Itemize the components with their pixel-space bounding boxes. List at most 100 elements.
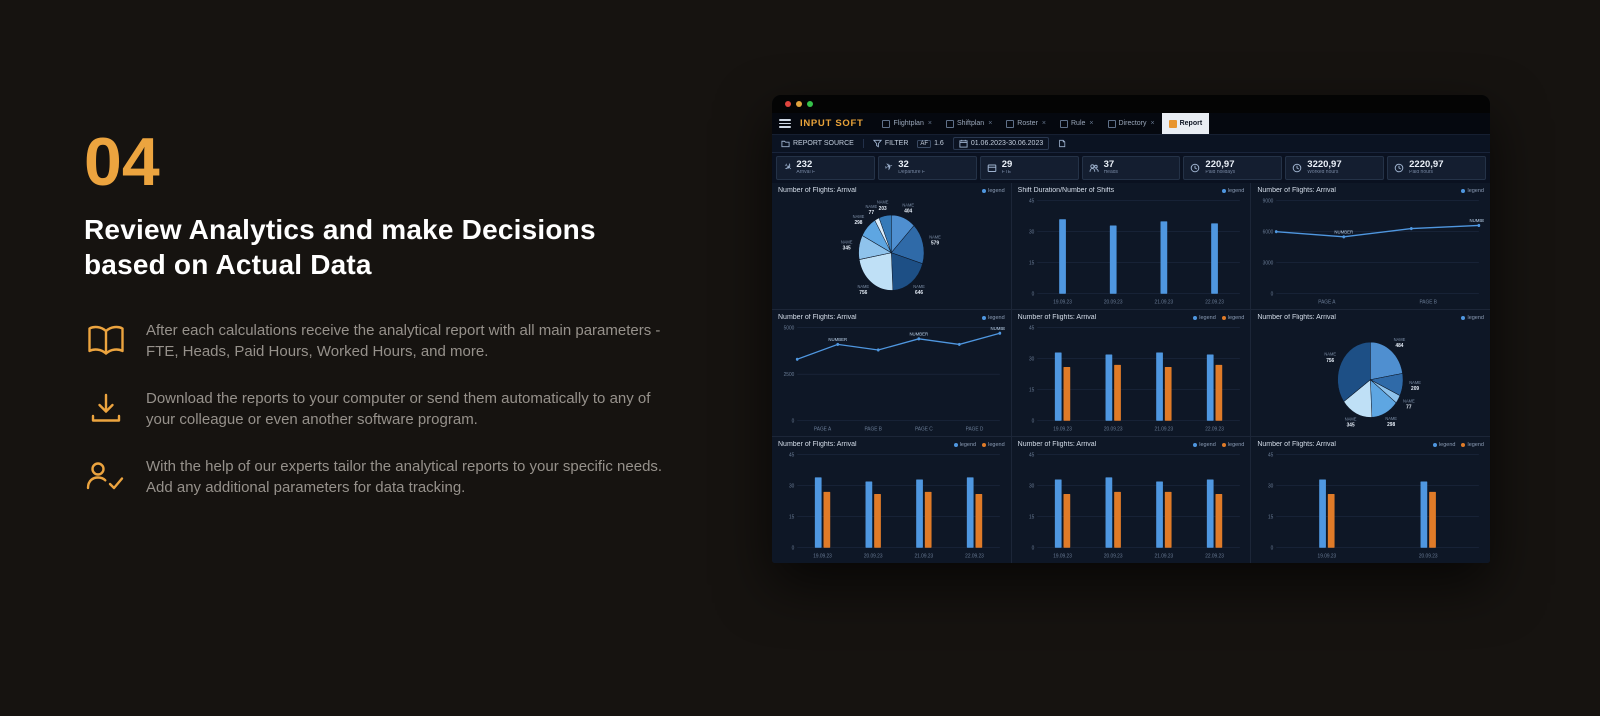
tab-flightplan[interactable]: Flightplan × <box>875 113 938 134</box>
legend-item[interactable]: legend <box>953 441 977 448</box>
svg-text:0: 0 <box>1031 418 1034 424</box>
chart-panel: Number of Flights: Arrival legend 0 2500 500… <box>772 310 1011 436</box>
af-value: 1.6 <box>934 140 944 147</box>
book-icon <box>84 320 128 358</box>
svg-text:PAGE B: PAGE B <box>1420 299 1438 305</box>
minimize-window-button[interactable] <box>796 101 802 107</box>
people-icon <box>1089 164 1099 172</box>
kpi-value: 3220,97 <box>1307 159 1342 171</box>
svg-text:30: 30 <box>1029 483 1034 489</box>
document-icon <box>1059 139 1066 148</box>
clock-icon <box>1394 163 1404 173</box>
chart-title: Shift Duration/Number of Shifts <box>1017 187 1115 194</box>
report-source-button[interactable]: REPORT SOURCE <box>781 139 854 148</box>
legend-item[interactable]: legend <box>982 442 1005 448</box>
legend-item[interactable]: legend <box>1461 188 1484 194</box>
close-tab-icon[interactable]: × <box>1150 120 1155 127</box>
svg-text:45: 45 <box>1268 452 1273 458</box>
legend-item[interactable]: legend <box>1432 442 1455 448</box>
svg-text:45: 45 <box>1029 325 1034 331</box>
chart-panel: Number of Flights: Arrival legend legend 0 1… <box>1011 310 1251 436</box>
title-line-1: Review Analytics and make Decisions <box>84 214 596 245</box>
svg-text:PAGE B: PAGE B <box>864 426 882 432</box>
kpi-value: 37 <box>1103 159 1115 171</box>
legend-dot <box>1193 315 1198 320</box>
filter-button[interactable]: FILTER <box>872 139 908 148</box>
legend-label: legend <box>988 187 1005 194</box>
legend-item[interactable]: legend <box>1461 315 1484 321</box>
svg-text:NUMBER: NUMBER <box>1470 218 1484 223</box>
download-icon <box>84 388 128 426</box>
plane-arrival-icon <box>783 163 791 173</box>
close-window-button[interactable] <box>785 101 791 107</box>
legend-item[interactable]: legend <box>982 315 1005 321</box>
date-range-picker[interactable]: 01.06.2023-30.06.2023 <box>952 137 1050 150</box>
legend-item[interactable]: legend <box>1221 315 1244 321</box>
close-tab-icon[interactable]: × <box>1041 120 1046 127</box>
legend-label: legend <box>959 441 977 448</box>
legend-item[interactable]: legend <box>1193 315 1216 321</box>
svg-text:NAME: NAME <box>1325 351 1337 356</box>
feature-text: Download the reports to your computer or… <box>146 390 651 428</box>
chart-plot: 0 2500 5000 PAGE A PAGE B PAGE C PAGE D NUMBER N… <box>784 325 1005 432</box>
chart-plot: 0 15 30 45 19.09.23 20.09.23 <box>1268 452 1480 560</box>
tab-label: Rule <box>1071 120 1086 127</box>
svg-text:0: 0 <box>1031 545 1034 551</box>
legend-dot <box>982 442 987 447</box>
chart-header: Number of Flights: Arrival legend <box>1257 314 1484 321</box>
kpi-card-heads: 37 Heads <box>1081 156 1181 180</box>
tab-roster[interactable]: Roster × <box>999 113 1053 134</box>
app-window: INPUT SOFT Flightplan × Shiftplan × Rost… <box>772 95 1490 563</box>
tab-rule[interactable]: Rule × <box>1053 113 1101 134</box>
tab-label: Roster <box>1017 120 1038 127</box>
export-document-button[interactable] <box>1058 139 1066 148</box>
svg-text:2500: 2500 <box>784 372 795 378</box>
report-tab-icon <box>1168 119 1177 128</box>
roster-tab-icon <box>1006 119 1015 128</box>
svg-text:77: 77 <box>869 210 874 216</box>
close-tab-icon[interactable]: × <box>1089 120 1094 127</box>
chart-header: Number of Flights: Arrival legend legend <box>1018 441 1245 448</box>
legend-label: legend <box>1199 314 1216 321</box>
chart-title: Number of Flights: Arrival <box>1257 441 1336 448</box>
chart-panel: Shift Duration/Number of Shifts legend 0 15… <box>1011 183 1251 309</box>
kpi-label: Worked hours <box>1307 170 1339 176</box>
svg-text:45: 45 <box>1029 452 1034 458</box>
svg-text:20.09.23: 20.09.23 <box>1104 299 1123 305</box>
chart-plot: NAME404NAME579NAME646NAME756NAME345NAME2… <box>841 199 941 296</box>
legend-item[interactable]: legend <box>1461 442 1484 448</box>
af-factor-control[interactable]: AF 1.6 <box>917 139 944 148</box>
zoom-window-button[interactable] <box>807 101 813 107</box>
svg-text:NAME: NAME <box>877 199 889 204</box>
menu-icon[interactable] <box>779 119 791 128</box>
svg-text:15: 15 <box>1029 514 1034 520</box>
legend-item[interactable]: legend <box>1221 188 1244 194</box>
legend-item[interactable]: legend <box>1193 442 1216 448</box>
legend-item[interactable]: legend <box>982 188 1005 194</box>
svg-text:NAME: NAME <box>1410 380 1422 385</box>
svg-text:21.09.23: 21.09.23 <box>915 553 934 559</box>
svg-text:19.09.23: 19.09.23 <box>1053 553 1072 559</box>
kpi-value: 220,97 <box>1205 159 1235 171</box>
legend-dot <box>1461 188 1466 193</box>
legend-item[interactable]: legend <box>1221 442 1244 448</box>
svg-text:0: 0 <box>1031 291 1034 297</box>
tab-shiftplan[interactable]: Shiftplan × <box>939 113 999 134</box>
chart-header: Number of Flights: Arrival legend <box>778 187 1005 194</box>
close-tab-icon[interactable]: × <box>988 120 993 127</box>
expert-check-icon <box>84 456 128 494</box>
tab-directory[interactable]: Directory × <box>1101 113 1162 134</box>
chart-plot: 0 15 30 45 19.09.23 20.09.23 21.09.23 22.09.23 <box>1029 198 1240 306</box>
legend-label: legend <box>988 441 1005 448</box>
tab-report[interactable]: Report <box>1161 113 1210 134</box>
svg-text:NUMBER: NUMBER <box>909 331 928 336</box>
svg-text:298: 298 <box>854 220 862 226</box>
kpi-value: 29 <box>1001 159 1013 171</box>
close-tab-icon[interactable]: × <box>927 120 932 127</box>
kpi-card-paid-hours: 2220,97 Paid hours <box>1387 156 1486 180</box>
chart-panel: Number of Flights: Arrival legend 0 3000 600… <box>1251 183 1490 309</box>
chart-title: Number of Flights: Arrival <box>1257 314 1336 321</box>
kpi-label: Arrival F <box>796 170 816 176</box>
chart-title: Number of Flights: Arrival <box>1017 314 1097 321</box>
svg-text:NAME: NAME <box>1345 416 1357 421</box>
